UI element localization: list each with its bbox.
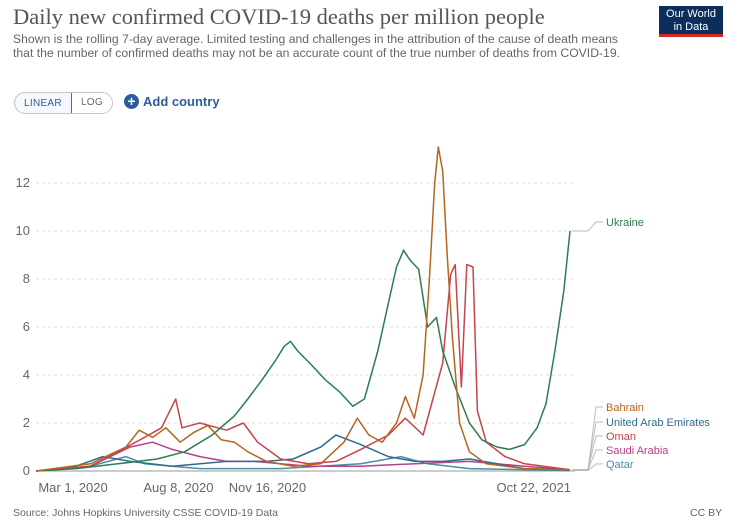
series-line-ukraine [35,230,571,472]
series-line-bahrain [35,146,571,472]
x-tick-label: Mar 1, 2020 [38,480,107,495]
linear-scale-button[interactable]: LINEAR [14,93,72,113]
add-country-label: Add country [143,94,220,109]
log-scale-button[interactable]: LOG [80,97,103,108]
x-tick-label: Aug 8, 2020 [143,480,213,495]
leader-line [572,406,603,471]
y-tick-label: 8 [23,271,30,286]
y-tick-label: 6 [23,319,30,334]
x-tick-label: Nov 16, 2020 [229,480,306,495]
x-tick-label: Oct 22, 2021 [497,480,571,495]
series-end-label: Oman [606,431,636,443]
y-tick-label: 4 [23,367,30,382]
series-line-oman [35,263,571,472]
series-line-qatar [35,455,571,472]
y-tick-label: 10 [16,223,30,238]
series-line-united-arab-emirates [35,434,571,472]
scale-toggle: LINEAR LOG [14,92,113,114]
series-end-label: Ukraine [606,217,644,229]
leader-line [572,221,603,232]
owid-logo[interactable]: Our World in Data [659,6,723,37]
source-note[interactable]: Source: Johns Hopkins University CSSE CO… [13,507,278,519]
logo-line-2: in Data [673,20,709,33]
leader-line [572,435,603,471]
plus-circle-icon: + [124,94,139,109]
leader-line [572,463,603,472]
chart-title: Daily new confirmed COVID-19 deaths per … [13,4,545,29]
leader-line [572,449,603,471]
y-tick-label: 0 [23,463,30,478]
logo-line-1: Our World [666,8,716,20]
y-tick-label: 12 [16,175,30,190]
add-country-button[interactable]: + Add country [124,94,220,109]
y-tick-label: 2 [23,415,30,430]
leader-line [572,421,603,471]
chart-subtitle: Shown is the rolling 7-day average. Limi… [13,32,620,60]
series-end-label: Saudi Arabia [606,445,669,457]
series-end-label: Bahrain [606,402,644,414]
license-label[interactable]: CC BY [690,507,723,519]
series-end-label: United Arab Emirates [606,417,710,429]
series-end-label: Qatar [606,459,634,471]
